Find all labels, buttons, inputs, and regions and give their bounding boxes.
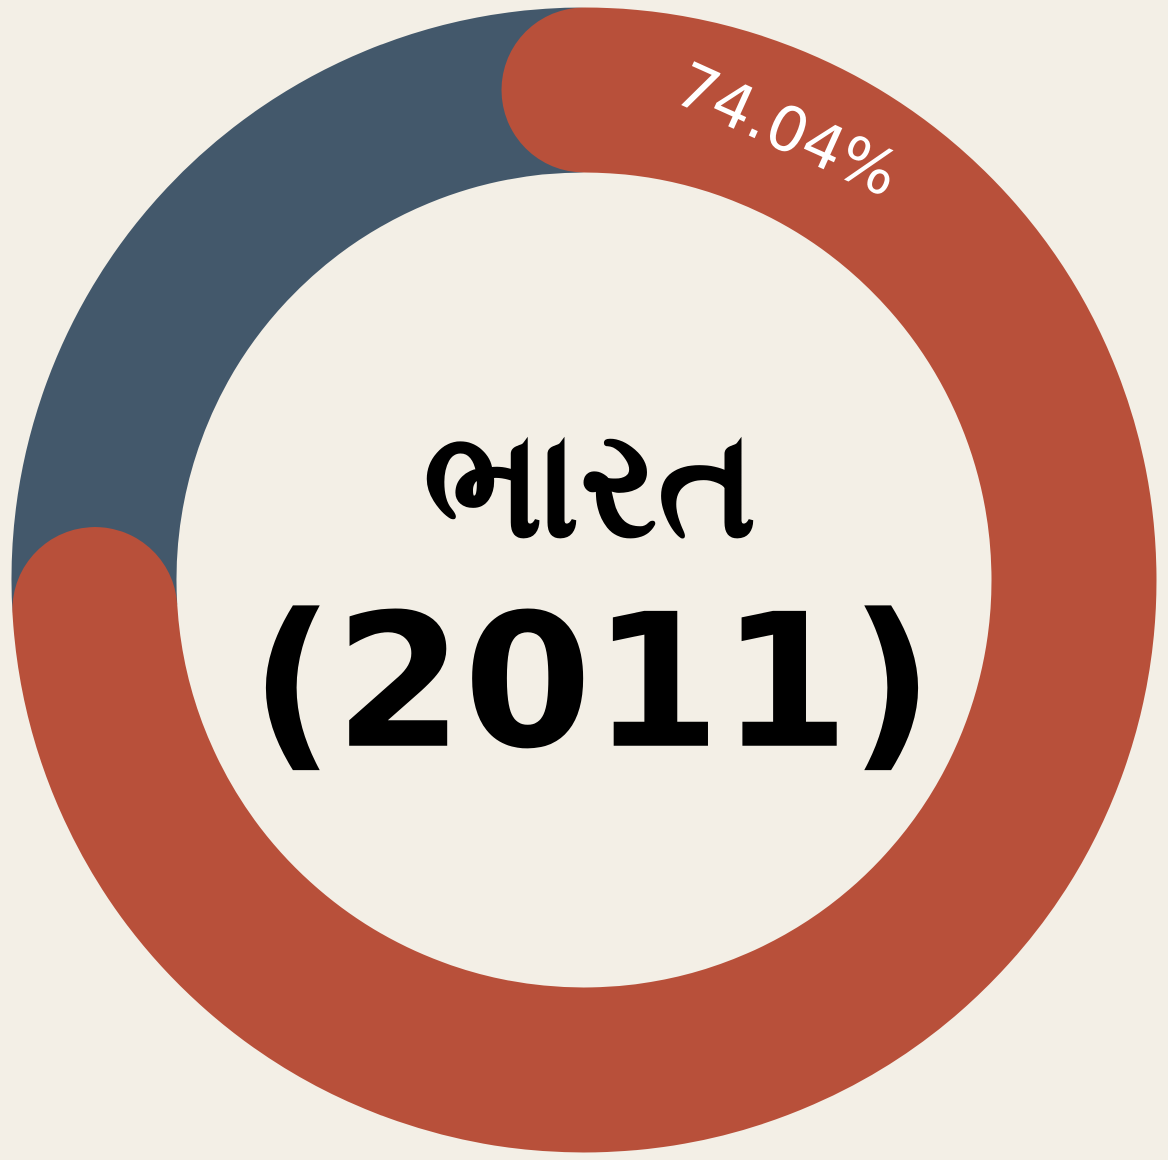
donut-segment	[12, 7, 1157, 1153]
ring	[11, 7, 1157, 1153]
chart-subtitle: (2011)	[250, 574, 934, 790]
chart-title: ભારત	[423, 398, 757, 572]
donut-segment	[11, 7, 585, 615]
